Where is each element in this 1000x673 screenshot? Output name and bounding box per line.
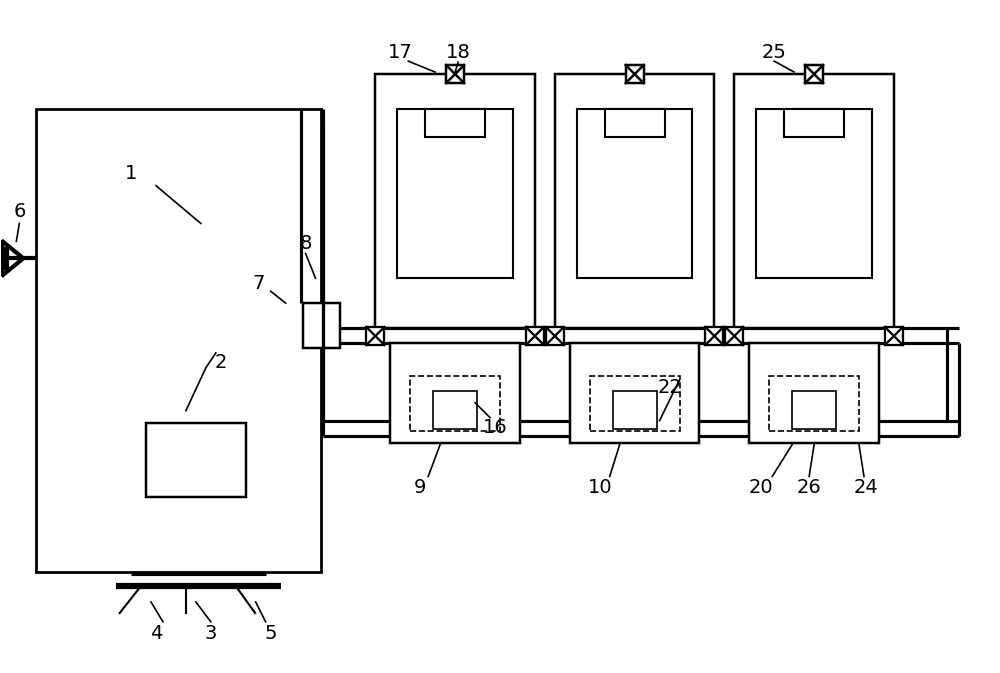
Bar xyxy=(146,423,246,497)
Text: 16: 16 xyxy=(483,418,507,437)
Bar xyxy=(769,376,859,431)
Bar xyxy=(605,109,665,137)
Bar xyxy=(749,343,879,443)
Bar xyxy=(590,376,680,431)
Text: 22: 22 xyxy=(657,378,682,397)
Text: 18: 18 xyxy=(446,42,470,62)
Bar xyxy=(805,65,823,83)
Text: 24: 24 xyxy=(854,478,878,497)
Bar xyxy=(570,343,699,443)
Bar xyxy=(613,391,657,429)
Bar xyxy=(626,65,644,83)
Bar xyxy=(366,327,384,345)
Text: 6: 6 xyxy=(13,202,26,221)
Text: 2: 2 xyxy=(215,353,227,372)
Bar xyxy=(792,391,836,429)
Text: 5: 5 xyxy=(264,625,277,643)
Text: 20: 20 xyxy=(749,478,774,497)
Bar xyxy=(526,327,544,345)
Bar xyxy=(885,327,903,345)
Bar xyxy=(784,109,844,137)
Text: 26: 26 xyxy=(797,478,822,497)
Text: 3: 3 xyxy=(205,625,217,643)
Bar xyxy=(546,327,564,345)
Text: 9: 9 xyxy=(414,478,426,497)
Bar xyxy=(577,109,692,278)
Bar xyxy=(433,391,477,429)
Bar xyxy=(734,74,894,328)
Bar xyxy=(397,109,513,278)
Bar xyxy=(725,327,743,345)
Bar xyxy=(303,303,340,348)
Bar xyxy=(425,109,485,137)
Text: 8: 8 xyxy=(299,234,312,253)
Bar xyxy=(36,109,320,572)
Bar xyxy=(705,327,723,345)
Text: 4: 4 xyxy=(150,625,162,643)
Bar xyxy=(410,376,500,431)
Text: 1: 1 xyxy=(125,164,137,183)
Text: 10: 10 xyxy=(587,478,612,497)
Bar xyxy=(375,74,535,328)
Bar xyxy=(446,65,464,83)
Text: 17: 17 xyxy=(388,42,413,62)
Bar xyxy=(756,109,872,278)
Bar xyxy=(390,343,520,443)
Text: 25: 25 xyxy=(762,42,787,62)
Bar xyxy=(555,74,714,328)
Text: 7: 7 xyxy=(252,274,265,293)
